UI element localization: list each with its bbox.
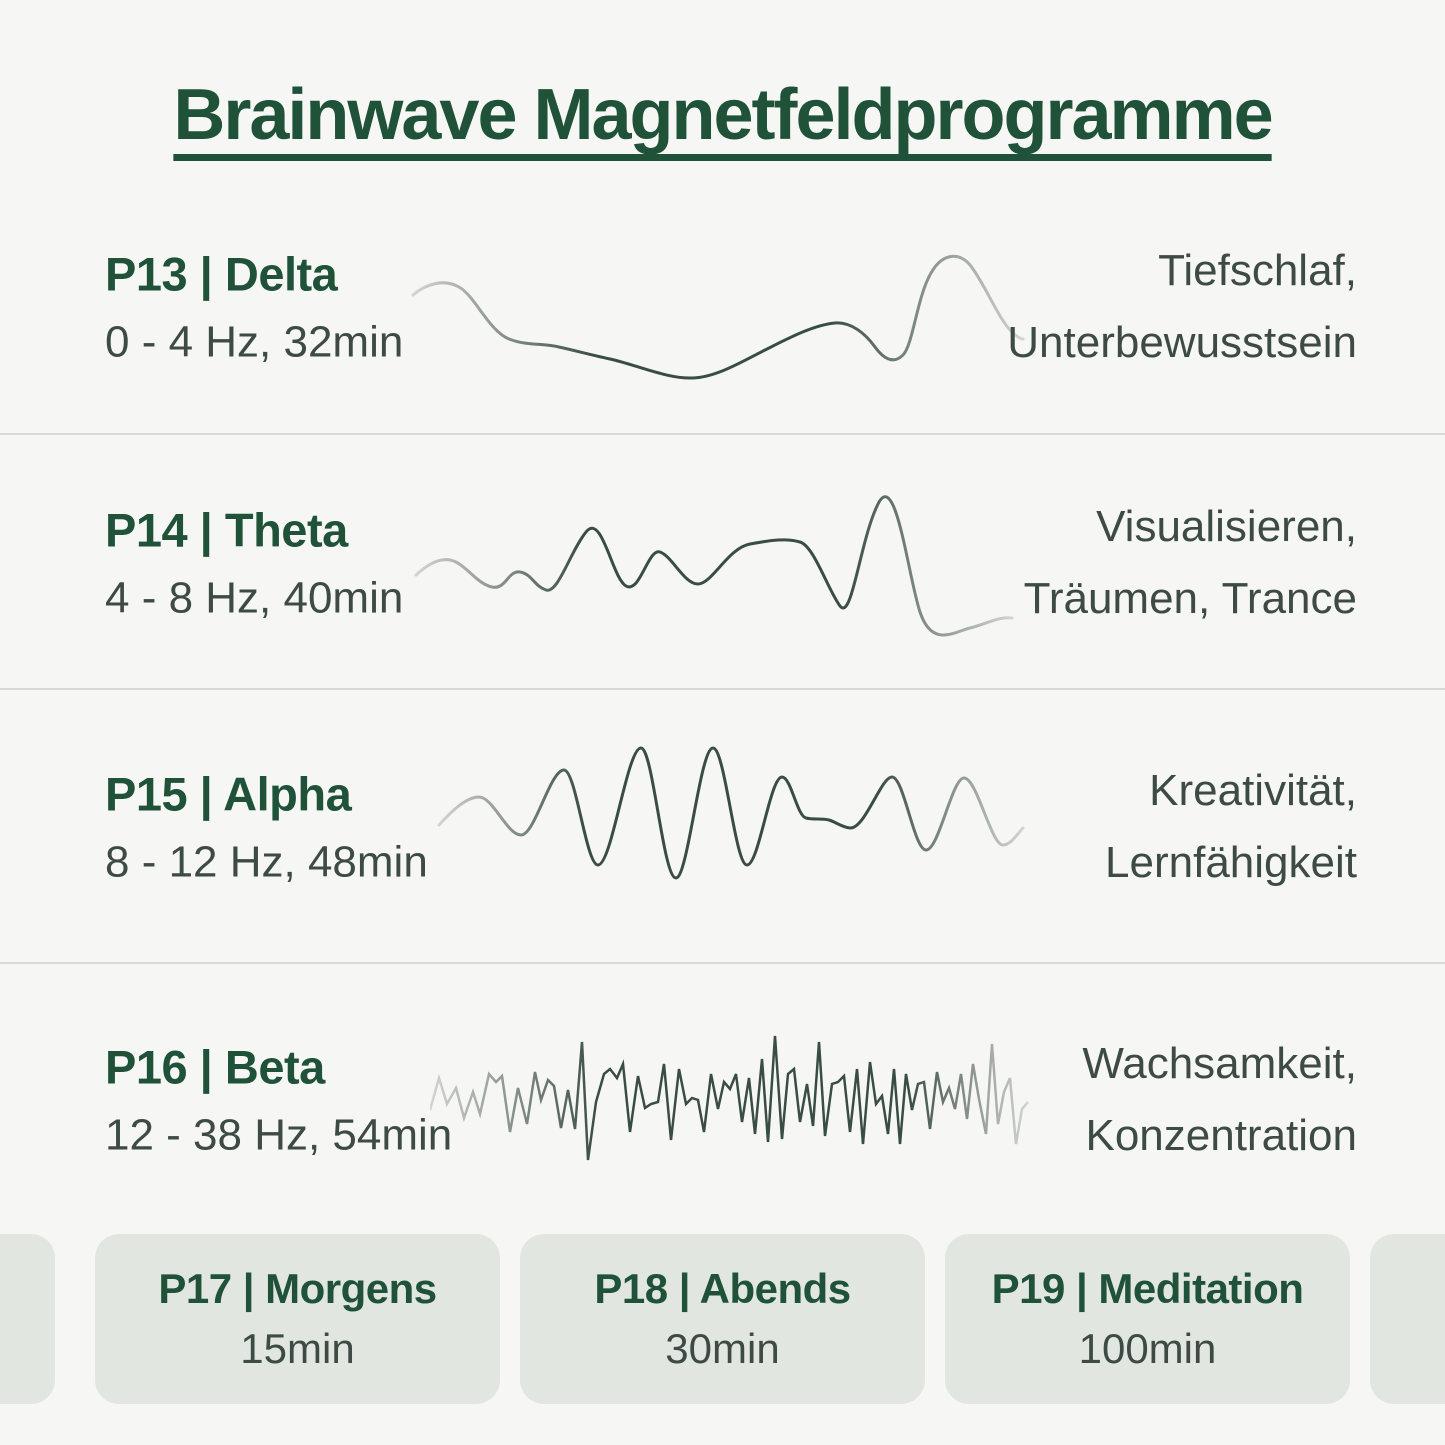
- quick-program-label: P19 | Meditation: [991, 1265, 1304, 1312]
- beta-wave-graphic: [430, 1014, 1030, 1174]
- benefit-line: Unterbewusstsein: [1007, 317, 1357, 367]
- program-title: P13 | Delta: [105, 247, 338, 300]
- benefit-line: Kreativität,: [1149, 766, 1357, 815]
- theta-wave-graphic: [408, 480, 1033, 680]
- program-info-p14: P14 | Theta 4 - 8 Hz, 40min: [105, 502, 403, 623]
- program-title: P14 | Theta: [105, 503, 348, 556]
- quick-program-card-partial-right[interactable]: [1370, 1234, 1445, 1404]
- program-frequency-duration: 4 - 8 Hz, 40min: [105, 573, 404, 622]
- benefit-line: Wachsamkeit,: [1082, 1039, 1357, 1088]
- program-benefits-p16: Wachsamkeit, Konzentration: [1082, 1028, 1357, 1172]
- program-row-p13: P13 | Delta 0 - 4 Hz, 32min Tiefschlaf, …: [0, 180, 1445, 433]
- quick-program-label: P18 | Abends: [594, 1265, 851, 1312]
- quick-program-duration: 100min: [1078, 1325, 1217, 1372]
- quick-program-card-p18[interactable]: P18 | Abends 30min: [520, 1234, 925, 1404]
- quick-program-label: P17 | Morgens: [158, 1265, 437, 1312]
- program-info-p15: P15 | Alpha 8 - 12 Hz, 48min: [105, 767, 428, 888]
- quick-program-duration: 15min: [240, 1325, 355, 1372]
- quick-program-card-partial-left[interactable]: [0, 1234, 55, 1404]
- program-title: P16 | Beta: [105, 1040, 325, 1094]
- benefit-line: Konzentration: [1085, 1111, 1357, 1160]
- program-info-p16: P16 | Beta 12 - 38 Hz, 54min: [105, 1040, 452, 1161]
- program-benefits-p15: Kreativität, Lernfähigkeit: [1105, 755, 1357, 899]
- delta-wave-graphic: [405, 235, 1025, 425]
- benefit-line: Träumen, Trance: [1023, 573, 1357, 623]
- quick-program-duration: 30min: [665, 1325, 780, 1372]
- program-info-p13: P13 | Delta 0 - 4 Hz, 32min: [105, 246, 403, 367]
- benefit-line: Lernfähigkeit: [1105, 838, 1357, 887]
- benefit-line: Tiefschlaf,: [1158, 245, 1357, 295]
- program-frequency-duration: 12 - 38 Hz, 54min: [105, 1110, 453, 1160]
- page-title: Brainwave Magnetfeldprogramme: [173, 75, 1273, 155]
- program-frequency-duration: 8 - 12 Hz, 48min: [105, 837, 428, 887]
- program-row-p14: P14 | Theta 4 - 8 Hz, 40min Visualisiere…: [0, 433, 1445, 690]
- program-row-p16: P16 | Beta 12 - 38 Hz, 54min Wachsamkeit…: [0, 962, 1445, 1236]
- quick-program-card-p19[interactable]: P19 | Meditation 100min: [945, 1234, 1350, 1404]
- quick-program-card-p17[interactable]: P17 | Morgens 15min: [95, 1234, 500, 1404]
- alpha-wave-graphic: [425, 730, 1025, 915]
- benefit-line: Visualisieren,: [1096, 501, 1357, 551]
- quick-program-carousel: P17 | Morgens 15min P18 | Abends 30min P…: [0, 1234, 1445, 1404]
- program-benefits-p14: Visualisieren, Träumen, Trance: [1024, 491, 1357, 635]
- program-benefits-p13: Tiefschlaf, Unterbewusstsein: [1007, 235, 1357, 379]
- program-row-p15: P15 | Alpha 8 - 12 Hz, 48min Kreativität…: [0, 688, 1445, 964]
- program-title: P15 | Alpha: [105, 767, 352, 821]
- program-frequency-duration: 0 - 4 Hz, 32min: [105, 317, 404, 366]
